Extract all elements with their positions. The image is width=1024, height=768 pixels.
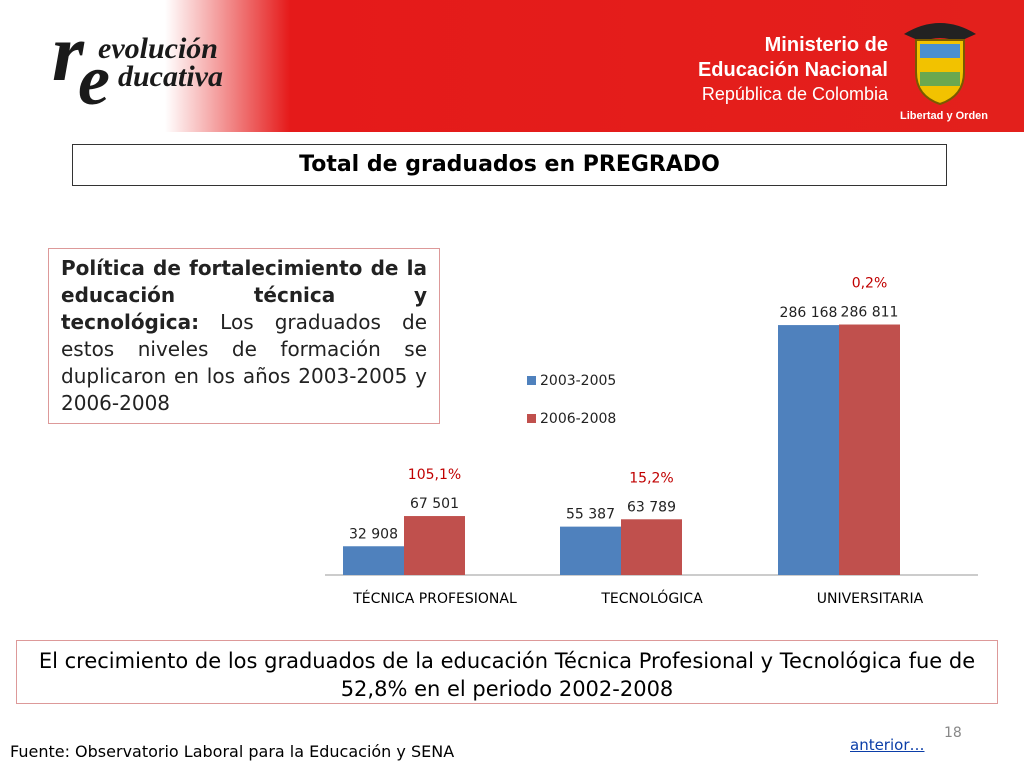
bar [560,526,621,575]
annotation: 15,2% [629,470,673,486]
slide-title: Total de graduados en PREGRADO [72,144,947,186]
header: r evolución e ducativa Ministerio de Edu… [0,0,1024,132]
logo-word: evolución [98,32,218,65]
bar [621,519,682,575]
source-text: Observatorio Laboral para la Educación y… [69,742,455,761]
bar [839,324,900,575]
value-label: 67 501 [410,496,459,512]
legend-label: 2003-2005 [540,373,616,389]
legend-label: 2006-2008 [540,411,616,427]
x-tick-label: UNIVERSITARIA [817,591,924,607]
x-tick-label: TECNOLÓGICA [600,589,703,607]
page-number: 18 [944,725,962,741]
logo-word: ducativa [118,60,223,93]
annotation: 0,2% [852,276,888,292]
x-tick-label: TÉCNICA PROFESIONAL [352,590,517,607]
motto: Libertad y Orden [900,110,989,122]
note-lead: Política de fortalecimiento de la educac… [61,256,427,334]
annotation: 105,1% [408,467,461,483]
legend-swatch [527,376,536,385]
back-link[interactable]: anterior… [850,736,925,754]
note-text: Los graduados de estos niveles de formac… [61,310,427,415]
note: Política de fortalecimiento de la educac… [48,248,440,424]
coat-of-arms [904,23,976,106]
source-label: Fuente: [10,742,70,761]
conclusion: El crecimiento de los graduados de la ed… [16,640,998,704]
chart: TÉCNICA PROFESIONAL 32 908 67 501 105,1% TEC… [325,276,978,607]
value-label: 286 811 [841,305,899,321]
legend-swatch [527,414,536,423]
source: Fuente: Observatorio Laboral para la Edu… [10,742,454,761]
value-label: 286 168 [780,305,838,321]
value-label: 32 908 [349,526,398,542]
bar [343,546,404,575]
value-label: 63 789 [627,499,676,515]
bar [778,325,839,575]
ministry: Educación Nacional [697,59,888,81]
ministry: Ministerio de [764,34,888,56]
logo-e: e [78,40,110,120]
value-label: 55 387 [566,507,615,523]
bar [404,516,465,575]
logo-r: r [52,7,84,98]
ministry: República de Colombia [701,84,888,104]
